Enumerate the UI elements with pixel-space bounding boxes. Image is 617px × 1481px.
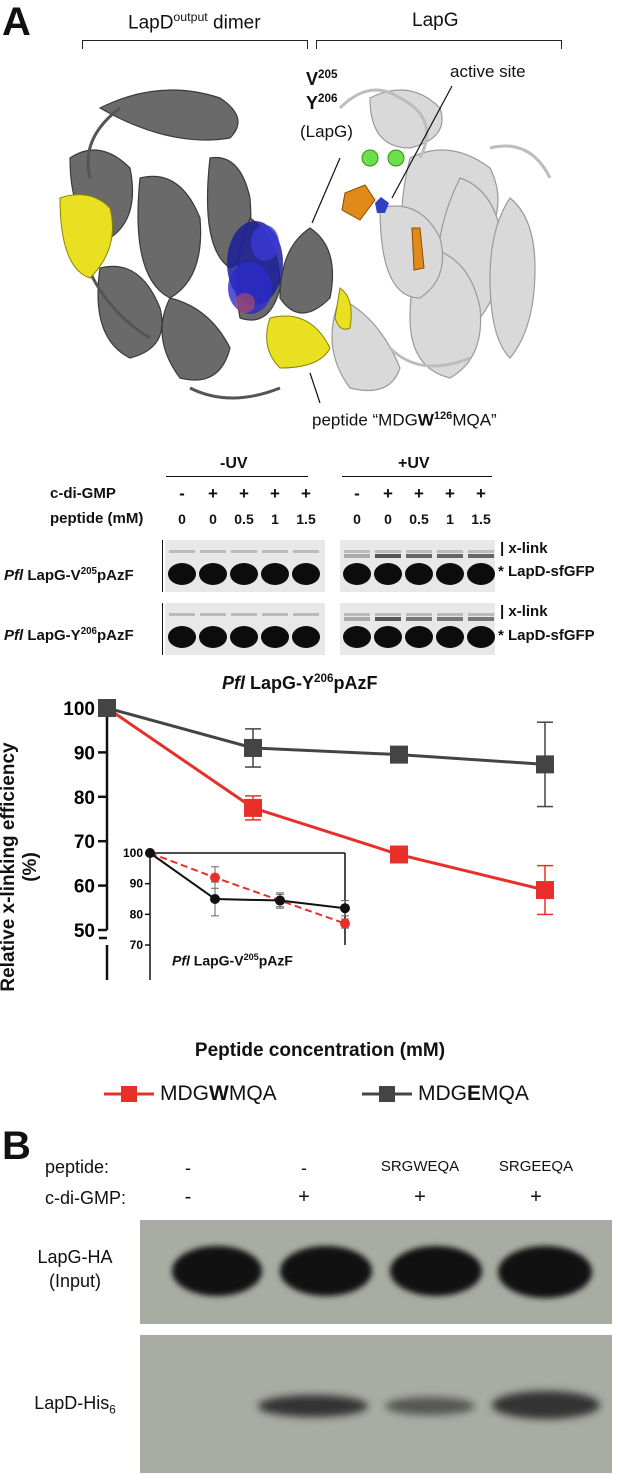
- gel-peptide-value: 0.5: [234, 511, 254, 527]
- inset-y-tick-label: 80: [130, 907, 144, 921]
- inset-y-tick-label: 90: [130, 877, 144, 891]
- gel-cdigmp-value: +: [239, 484, 249, 503]
- series-line: [106, 706, 546, 892]
- peptide-label: peptide “MDGW126MQA”: [312, 410, 497, 430]
- inset-y-tick-label: 100: [123, 846, 143, 860]
- blot-peptide-value: -: [185, 1158, 191, 1178]
- gel-peptide-value: 0: [209, 511, 217, 527]
- gel-peptide-value: 1.5: [471, 511, 491, 527]
- gel-cdigmp-value: -: [354, 484, 360, 503]
- residue-lapg-label: (LapG): [300, 122, 353, 141]
- blot-peptide-value: -: [301, 1158, 307, 1178]
- minus-uv-line: [166, 476, 308, 477]
- legend-swatch-w: [104, 1086, 154, 1102]
- inset-y-tick-label: 70: [130, 938, 144, 952]
- blot-input: [140, 1220, 612, 1324]
- legend-swatch-e: [362, 1086, 412, 1102]
- inset-data-point: [210, 894, 220, 904]
- blot-lapd: [140, 1335, 612, 1473]
- data-point: [244, 798, 262, 817]
- gel-cdigmp-value: +: [414, 484, 424, 503]
- gel-peptide-value: 1: [446, 511, 454, 527]
- gel-row-2-label: Pfl LapG-Y206pAzF: [4, 626, 134, 644]
- inset-data-point: [340, 918, 350, 929]
- inset-bg: [150, 853, 345, 958]
- active-site-label: active site: [450, 62, 526, 81]
- data-point: [390, 845, 408, 864]
- inset-data-point: [145, 848, 155, 858]
- blot-cdigmp-value: -: [184, 1186, 192, 1208]
- residue-v205-label: V205: [306, 68, 338, 89]
- blot-peptide-value: SRGEEQA: [498, 1158, 574, 1175]
- blot-cdigmp-value: +: [414, 1186, 426, 1208]
- gel-cdigmp-label: c-di-GMP: [50, 485, 116, 502]
- panel-b-letter: B: [2, 1124, 31, 1168]
- blot-peptide-value: SRGWEQA: [380, 1158, 460, 1175]
- inset-title: Pfl LapG-V205pAzF: [172, 952, 293, 969]
- legend-label-w: MDGWMQA: [160, 1082, 277, 1105]
- gel-2-xlink-label: | x-link: [500, 603, 548, 620]
- series-line: [106, 706, 546, 766]
- blot-input-label: LapG-HA (Input): [37, 1247, 113, 1291]
- gel-image-1: [165, 540, 495, 592]
- blot-cdigmp-value: +: [298, 1186, 310, 1208]
- gel-1-xlink-label: | x-link: [500, 540, 548, 557]
- data-point: [536, 881, 554, 900]
- blot-lapd-label: LapD-His6: [34, 1393, 116, 1417]
- x-axis-label: Peptide concentration (mM): [194, 1040, 446, 1061]
- panel-b-peptide-label: peptide:: [45, 1157, 110, 1177]
- gel-image-2: [165, 603, 495, 655]
- lapg-bracket: [316, 40, 562, 49]
- y-tick-label: 80: [74, 788, 95, 809]
- inset-series-line: [149, 852, 346, 925]
- gel-row-1-label: Pfl LapG-V205pAzF: [4, 566, 134, 584]
- data-point: [244, 738, 262, 757]
- data-point: [98, 699, 116, 717]
- y-tick-label: 100: [63, 699, 95, 720]
- line-chart: 0.00.51.01.55060708090100708090100: [63, 699, 554, 980]
- gel-peptide-value: 0: [178, 511, 186, 527]
- gel-cdigmp-value: +: [270, 484, 280, 503]
- chart-title: Pfl LapG-Y206pAzF: [222, 672, 378, 693]
- gel-cdigmp-value: +: [476, 484, 486, 503]
- panel-a-letter: A: [2, 0, 31, 44]
- gel-cdigmp-value: +: [445, 484, 455, 503]
- y-tick-label: 90: [74, 743, 95, 764]
- blot-cdigmp-value: +: [530, 1186, 542, 1208]
- minus-uv-label: -UV: [220, 455, 248, 472]
- inset-series-line: [149, 852, 346, 910]
- panel-b-cdigmp-label: c-di-GMP:: [45, 1188, 126, 1208]
- inset-data-point: [210, 872, 220, 883]
- plus-uv-label: +UV: [398, 455, 430, 472]
- gel-peptide-value: 1.5: [296, 511, 316, 527]
- y-tick-label: 50: [74, 921, 95, 942]
- gel-peptide-value: 1: [271, 511, 279, 527]
- legend-label-e: MDGEMQA: [418, 1082, 529, 1105]
- y-tick-label: 60: [74, 877, 95, 898]
- gel-peptide-value: 0: [353, 511, 361, 527]
- gel-1-lapd-label: * LapD-sfGFP: [498, 563, 595, 580]
- data-point: [536, 755, 554, 774]
- gel-row-2-divider: [162, 603, 163, 655]
- inset-data-point: [275, 895, 285, 906]
- lapd-bracket: [82, 40, 308, 49]
- y-tick-label: 70: [74, 832, 95, 853]
- gel-cdigmp-value: +: [301, 484, 311, 503]
- lapd-dimer-label: LapDoutput dimer: [128, 10, 261, 34]
- gel-peptide-label: peptide (mM): [50, 510, 144, 527]
- gel-peptide-value: 0.5: [409, 511, 429, 527]
- gel-2-lapd-label: * LapD-sfGFP: [498, 627, 595, 644]
- residue-y206-label: Y206: [306, 92, 338, 113]
- lapg-label: LapG: [412, 10, 459, 31]
- gel-cdigmp-value: +: [208, 484, 218, 503]
- gel-row-1-divider: [162, 540, 163, 592]
- gel-peptide-value: 0: [384, 511, 392, 527]
- protein-structure-image: [59, 85, 552, 404]
- gel-cdigmp-value: +: [383, 484, 393, 503]
- y-axis-label: Relative x-linking efficiency (%): [0, 742, 41, 992]
- gel-cdigmp-value: -: [179, 484, 185, 503]
- data-point: [390, 745, 408, 764]
- inset-data-point: [340, 903, 350, 914]
- plus-uv-line: [342, 476, 492, 477]
